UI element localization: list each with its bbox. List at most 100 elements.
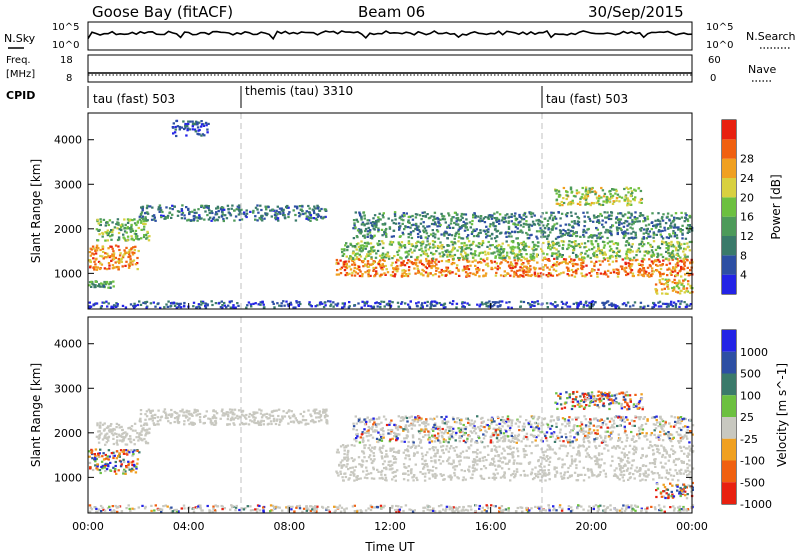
echo-cell [347,449,350,452]
echo-cell [188,128,191,131]
echo-cell [414,263,418,266]
echo-cell [637,262,641,266]
echo-cell [614,242,618,245]
echo-cell [568,243,571,246]
echo-cell [298,301,301,304]
echo-cell [470,232,474,235]
echo-cell [172,132,175,135]
echo-cell [667,287,670,290]
echo-cell [562,243,565,247]
echo-cell [665,469,668,472]
echo-cell [610,240,614,243]
echo-cell [380,300,383,303]
echo-cell [522,213,525,217]
echo-cell [248,415,251,418]
echo-cell [437,237,440,240]
echo-cell [151,414,154,417]
echo-cell [660,264,663,267]
echo-cell [124,472,127,475]
echo-cell [196,122,199,125]
echo-cell [575,466,578,470]
echo-cell [636,249,640,252]
echo-cell [434,446,437,449]
echo-cell [361,221,365,224]
echo-cell [450,445,453,448]
echo-cell [652,232,656,235]
echo-cell [460,242,463,245]
echo-cell [105,468,109,471]
echo-cell [407,253,410,256]
echo-cell [339,272,343,275]
echo-cell [626,248,630,251]
echo-cell [580,264,584,267]
echo-cell [582,231,585,234]
echo-cell [581,193,584,196]
echo-cell [343,260,346,264]
echo-cell [415,242,418,245]
echo-cell [657,448,660,451]
echo-cell [364,227,368,231]
echo-cell [452,300,455,303]
echo-cell [402,212,405,215]
echo-cell [244,214,247,217]
echo-cell [204,204,207,208]
echo-cell [542,241,545,245]
echo-cell [686,466,689,469]
echo-cell [198,412,202,416]
echo-cell [619,227,622,230]
echo-cell [562,197,565,200]
echo-cell [385,254,388,257]
echo-cell [313,412,317,415]
echo-cell [154,413,157,416]
echo-cell [147,408,151,411]
echo-cell [551,228,554,231]
echo-cell [184,414,187,417]
echo-cell [625,250,629,253]
echo-cell [579,300,582,303]
echo-cell [533,273,537,276]
echo-cell [453,471,456,475]
echo-cell [99,421,102,424]
echo-cell [576,303,580,306]
echo-cell [486,245,489,248]
echo-cell [638,201,641,204]
echo-cell [227,415,230,418]
echo-cell [566,247,569,251]
echo-cell [322,408,325,411]
echo-cell [372,306,375,309]
echo-cell [354,254,357,257]
echo-cell [658,452,661,455]
echo-cell [299,302,302,306]
echo-cell [672,230,675,233]
echo-cell [554,263,557,266]
echo-cell [295,300,298,303]
echo-cell [572,194,576,198]
echo-cell [131,450,135,453]
echo-cell [349,268,353,271]
echo-cell [96,218,99,221]
echo-cell [282,214,285,217]
echo-cell [685,226,688,229]
echo-cell [571,199,574,202]
echo-cell [615,217,618,220]
freq-tick-bottom: 8 [66,73,72,84]
echo-cell [240,413,244,416]
echo-cell [379,265,382,268]
echo-cell [612,251,616,254]
power-colorbar-swatch [722,178,736,198]
echo-cell [108,429,111,432]
echo-cell [600,251,603,254]
echo-cell [261,214,264,217]
echo-cell [657,230,660,233]
echo-cell [601,240,605,243]
echo-cell [576,215,579,219]
echo-cell [666,285,669,288]
echo-cell [391,257,394,260]
echo-cell [562,201,566,205]
echo-cell [683,220,686,223]
echo-cell [113,266,116,269]
echo-cell [469,252,473,255]
echo-cell [257,303,260,306]
echo-cell [354,465,357,468]
echo-cell [556,304,559,307]
